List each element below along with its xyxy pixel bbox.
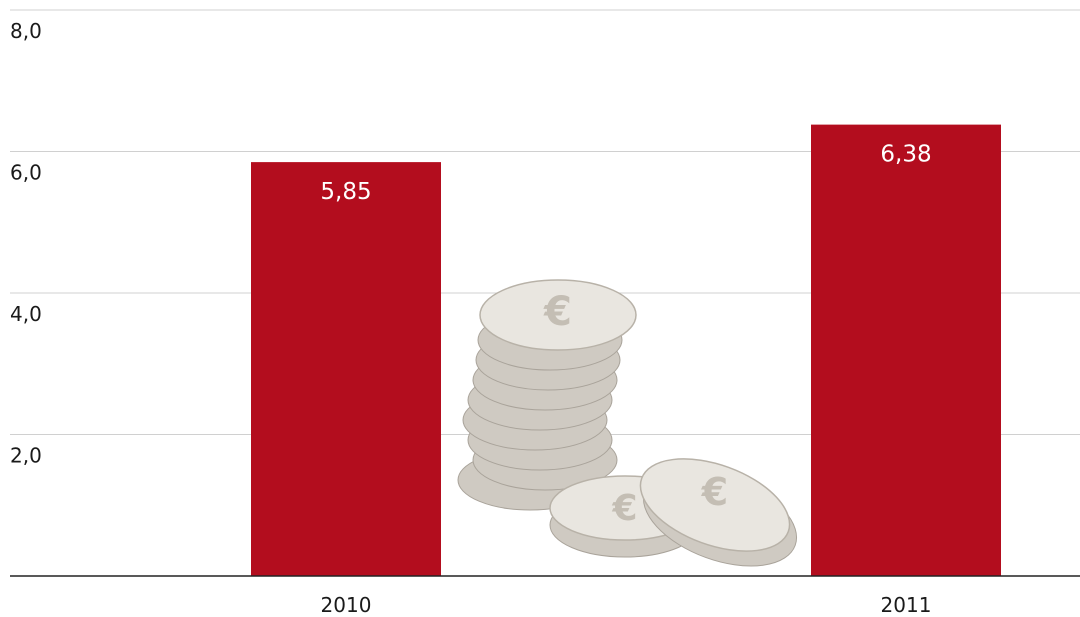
bars: 5,85 6,38 (251, 124, 1001, 577)
x-tick-label: 2010 (321, 593, 372, 617)
y-tick-label: 6,0 (10, 161, 42, 185)
y-tick-label: 8,0 (10, 19, 42, 43)
coins-illustration: € € € (457, 279, 798, 567)
bar (811, 124, 1001, 577)
y-tick-label: 4,0 (10, 302, 42, 326)
svg-text:€: € (701, 470, 728, 514)
value-label: 5,85 (320, 179, 371, 205)
value-label: 6,38 (880, 142, 931, 168)
x-tick-label: 2011 (881, 593, 932, 617)
svg-text:€: € (611, 488, 637, 529)
bar (251, 162, 441, 577)
y-tick-label: 2,0 (10, 444, 42, 468)
svg-text:€: € (543, 289, 572, 335)
